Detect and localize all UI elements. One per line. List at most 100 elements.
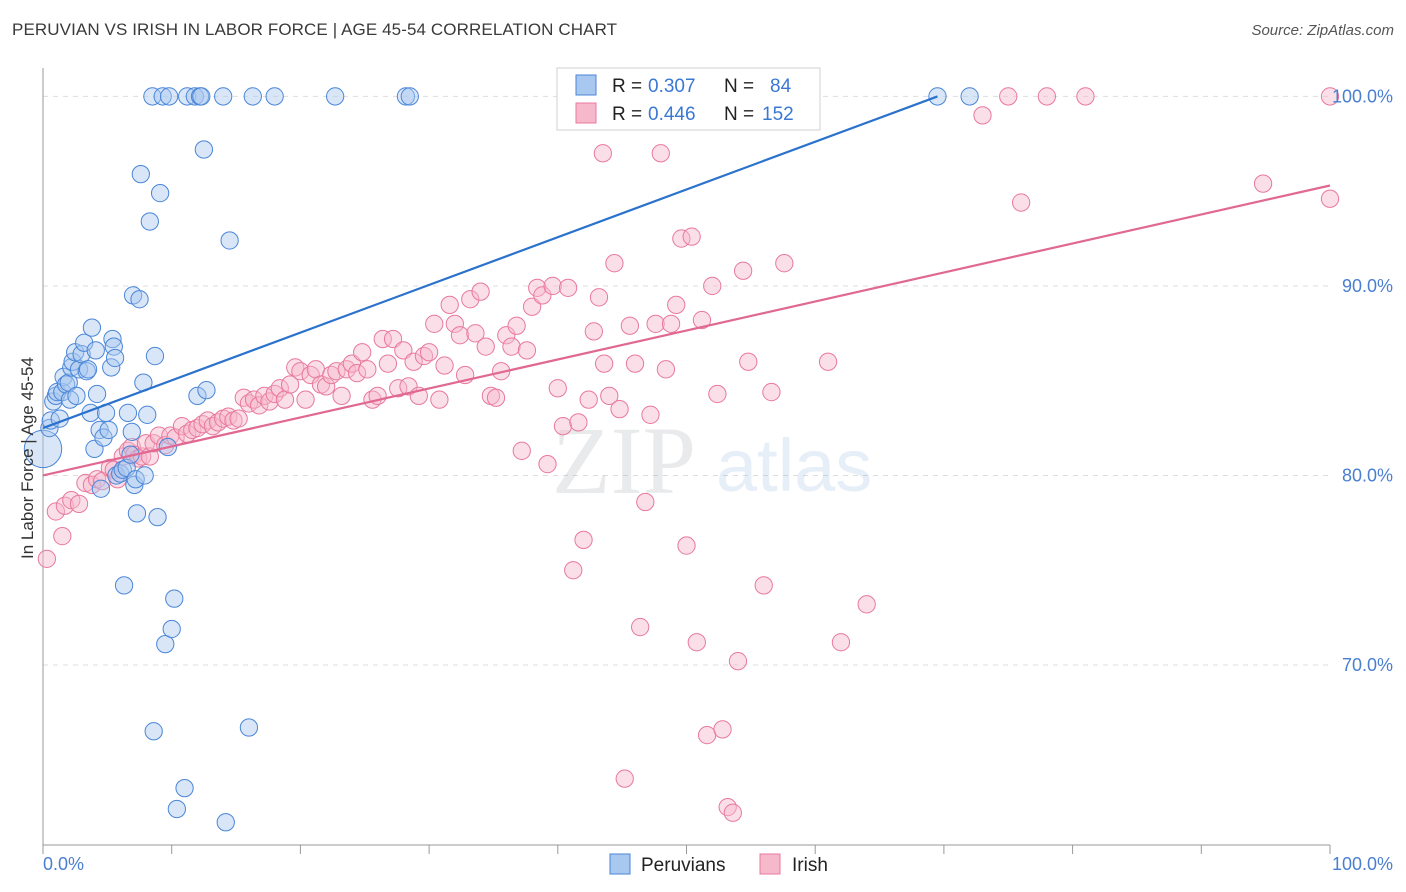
peruvian-point <box>396 87 416 106</box>
irish-point <box>973 106 992 125</box>
legend-irish-label: Irish <box>792 855 828 876</box>
irish-point <box>358 360 377 379</box>
irish-point <box>317 377 336 396</box>
y-axis-title: In Labor Force | Age 45-54 <box>18 357 37 559</box>
y-tick-label: 100.0% <box>1332 86 1393 106</box>
irish-point <box>486 388 506 407</box>
irish-point <box>347 363 367 383</box>
irish-point <box>280 375 300 394</box>
irish-point <box>631 617 650 637</box>
irish-point <box>1037 87 1056 106</box>
legend-irish-swatch <box>759 853 781 875</box>
peruvian-point <box>960 87 979 106</box>
peruvian-point <box>135 466 154 485</box>
peruvian-point <box>214 87 233 106</box>
irish-point <box>615 769 634 788</box>
irish-point <box>430 390 449 409</box>
peruvian-point <box>143 87 162 106</box>
stats-irish-swatch <box>575 102 597 124</box>
peruvian-point <box>145 346 165 366</box>
peruvian-point <box>86 341 105 360</box>
irish-point <box>682 227 701 246</box>
y-tick-label: 70.0% <box>1342 655 1393 675</box>
irish-point <box>1320 189 1340 208</box>
irish-point <box>564 561 583 580</box>
irish-point <box>605 254 624 273</box>
irish-point <box>229 409 248 428</box>
watermark-zip: ZIP <box>552 407 696 514</box>
irish-point <box>250 396 269 415</box>
irish-point <box>373 329 392 349</box>
irish-point <box>419 343 439 362</box>
irish-point <box>502 337 521 356</box>
stats-box: R = 0.307 N = 84 R = 0.446 N = 152 <box>556 67 821 131</box>
peruvian-point <box>82 318 102 337</box>
irish-point <box>533 286 552 305</box>
irish-point <box>553 417 573 436</box>
irish-point <box>37 549 57 568</box>
irish-point <box>46 502 66 521</box>
peruvian-point <box>265 87 284 106</box>
peruvian-point <box>122 422 141 442</box>
peruvian-point <box>125 475 144 495</box>
irish-point <box>574 530 593 550</box>
watermark-atlas: atlas <box>716 424 872 507</box>
y-tick-label: 80.0% <box>1342 465 1393 485</box>
irish-point <box>589 288 609 307</box>
irish-point <box>291 362 310 381</box>
irish-point <box>450 326 470 345</box>
peruvian-point <box>148 508 167 527</box>
peruvian-point <box>105 348 125 368</box>
legend-peruvians-swatch <box>609 853 631 875</box>
irish-point <box>687 633 706 652</box>
peruvian-point <box>216 813 235 832</box>
peruvian-point <box>41 411 60 430</box>
irish-point <box>723 803 742 822</box>
irish-point <box>739 352 758 371</box>
irish-point <box>275 390 295 409</box>
irish-point <box>677 536 696 555</box>
peruvian-point <box>99 420 118 440</box>
irish-point <box>1011 193 1031 212</box>
peruvian-point <box>75 333 94 352</box>
peruvian-point <box>150 183 170 203</box>
stats-peruvian-n-value: 84 <box>770 76 792 97</box>
irish-point <box>471 282 490 301</box>
irish-point <box>584 322 603 341</box>
peruvian-point <box>144 722 163 741</box>
irish-point <box>378 354 398 373</box>
x-axis-ticks <box>42 845 1331 854</box>
irish-point <box>857 595 876 614</box>
peruvian-point <box>192 87 211 106</box>
peruvian-point <box>23 429 63 469</box>
irish-point <box>306 360 325 379</box>
irish-point <box>296 390 315 409</box>
stats-peruvian-r-label: R = <box>612 76 642 97</box>
irish-point <box>435 356 454 375</box>
peruvian-point <box>78 360 98 379</box>
irish-point <box>569 413 588 432</box>
x-tick-label: 0.0% <box>43 854 84 874</box>
irish-point <box>718 797 737 817</box>
irish-point <box>999 87 1018 106</box>
irish-point <box>754 576 773 595</box>
irish-point <box>425 314 444 333</box>
peruvian-point <box>57 375 76 394</box>
irish-point <box>818 352 838 371</box>
irish-point <box>461 290 480 309</box>
irish-point <box>667 295 686 315</box>
irish-point <box>383 329 403 349</box>
irish-point <box>728 652 748 671</box>
stats-peruvian-swatch <box>575 74 597 96</box>
irish-point <box>713 720 732 739</box>
peruvian-point <box>162 619 181 639</box>
irish-point <box>697 725 717 745</box>
irish-point <box>661 314 681 333</box>
irish-point <box>594 354 614 373</box>
stats-peruvian-r-value: 0.307 <box>648 76 696 97</box>
irish-point <box>543 276 562 296</box>
peruvian-point <box>118 403 138 423</box>
irish-point <box>265 384 284 404</box>
y-tick-label: 90.0% <box>1342 276 1393 296</box>
